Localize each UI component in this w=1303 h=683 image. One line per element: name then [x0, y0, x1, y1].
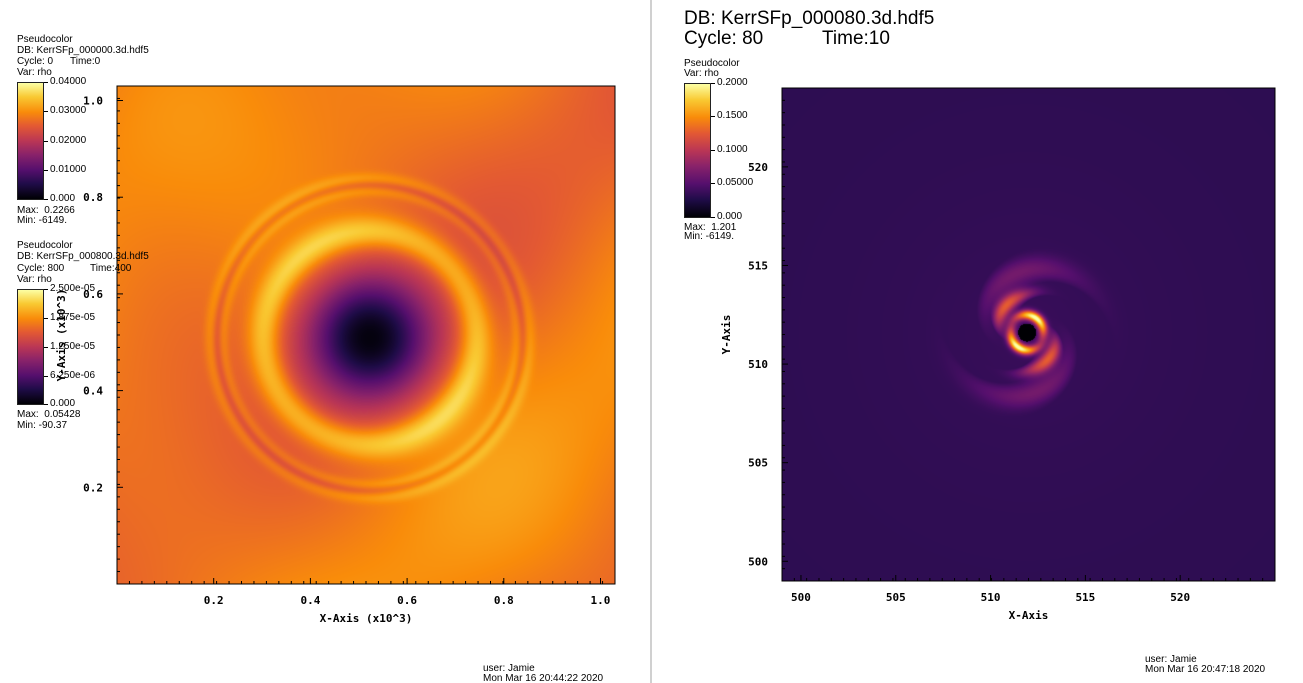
legend2-colorbar [17, 289, 44, 405]
y-tick-label: 0.2 [83, 481, 103, 494]
left-plot-axes: 0.2 0.4 0.6 0.8 1.0 0.2 0.4 0.6 0.8 1.0 X-Axis (x1… [55, 85, 616, 625]
x-axis-label: X-Axis [1009, 609, 1049, 622]
legend3-colorbar [684, 83, 711, 218]
legend1-var: Var: rho [17, 67, 52, 78]
x-tick-label: 0.8 [494, 594, 514, 607]
plot-frame [781, 87, 1276, 582]
y-tick-label: 1.0 [83, 95, 103, 108]
legend1-db: DB: KerrSFp_000000.3d.hdf5 [17, 45, 149, 56]
legend2-tick-label: 1.250e-05 [50, 341, 96, 352]
legend3-max: Max: 1.201 [684, 222, 737, 233]
y-tick-label: 0.6 [83, 288, 103, 301]
x-tick-label: 510 [981, 591, 1001, 604]
y-tick-label: 500 [748, 555, 768, 568]
user-annotation: user: Jamie [1145, 654, 1197, 665]
legend3-plot-type: Pseudocolor [684, 58, 740, 69]
x-tick-label: 500 [791, 591, 811, 604]
legend1-tick-label: 0.01000 [50, 164, 87, 175]
legend2-max: Max: 0.05428 [17, 409, 81, 420]
x-tick-label: 0.6 [397, 594, 417, 607]
legend3-min: Min: -6149. [684, 231, 735, 242]
legend3-var: Var: rho [684, 68, 719, 79]
legend1-max: Max: 0.2266 [17, 205, 75, 216]
legend1-time: Time:0 [70, 56, 101, 67]
legend2-db: DB: KerrSFp_000800.3d.hdf5 [17, 251, 149, 262]
legend2-var: Var: rho [17, 274, 52, 285]
y-axis-label: Y-Axis (x10^3) [55, 289, 68, 382]
heatmap-left [117, 86, 615, 584]
legend3-tick-label: 0.1000 [717, 144, 748, 155]
legend1-tick-label: 0.03000 [50, 105, 87, 116]
date-annotation: Mon Mar 16 20:47:18 2020 [1145, 664, 1266, 675]
legend2-tick-label: 2.500e-05 [50, 283, 96, 294]
y-tick-label: 0.8 [83, 191, 103, 204]
window-divider [650, 0, 652, 683]
legend2-time: Time:400 [90, 263, 132, 274]
y-tick-label: 515 [748, 259, 768, 272]
x-tick-label: 505 [886, 591, 906, 604]
legend2-tick-label: 0.000 [50, 398, 76, 409]
y-tick-label: 520 [748, 161, 768, 174]
legend1-plot-type: Pseudocolor [17, 34, 73, 45]
x-tick-label: 1.0 [591, 594, 611, 607]
legend2-tick-label: 6.250e-06 [50, 370, 96, 381]
cycle-title: Cycle: 80 [684, 28, 764, 49]
user-annotation: user: Jamie [483, 663, 535, 674]
legend3-tick-label: 0.1500 [717, 110, 748, 121]
right-plot-axes: 500 505 510 515 520 500 505 510 515 520 X-Axis Y-Ax… [720, 87, 1276, 622]
x-tick-label: 515 [1075, 591, 1095, 604]
date-annotation: Mon Mar 16 20:44:22 2020 [483, 673, 604, 683]
x-tick-label: 0.2 [204, 594, 224, 607]
database-title: DB: KerrSFp_000080.3d.hdf5 [684, 8, 935, 29]
time-title: Time:10 [822, 28, 890, 49]
legend1-tick-label: 0.000 [50, 193, 76, 204]
legend2-cycle: Cycle: 800 [17, 263, 65, 274]
right-visualization-window: DB: KerrSFp_000080.3d.hdf5 Cycle: 80 Tim… [652, 0, 1303, 683]
y-tick-label: 505 [748, 457, 768, 470]
plot-frame [116, 85, 616, 585]
legend1-tick-label: 0.04000 [50, 76, 87, 87]
x-tick-label: 520 [1170, 591, 1190, 604]
legend2-plot-type: Pseudocolor [17, 240, 73, 251]
legend2-tick-label: 1.875e-05 [50, 312, 96, 323]
legend1-tick-label: 0.02000 [50, 135, 87, 146]
y-tick-label: 510 [748, 358, 768, 371]
y-axis-label: Y-Axis [720, 315, 733, 355]
heatmap-right [782, 88, 1275, 581]
y-tick-label: 0.4 [83, 385, 103, 398]
legend1-min: Min: -6149. [17, 215, 68, 226]
legend1-cycle: Cycle: 0 [17, 56, 54, 67]
left-visualization-window: Pseudocolor DB: KerrSFp_000000.3d.hdf5 C… [0, 0, 650, 683]
legend3-tick-label: 0.05000 [717, 177, 754, 188]
legend2-min: Min: -90.37 [17, 420, 68, 431]
legend1-colorbar [17, 82, 44, 200]
x-tick-label: 0.4 [300, 594, 320, 607]
x-axis-label: X-Axis (x10^3) [320, 612, 413, 625]
legend3-tick-label: 0.2000 [717, 77, 748, 88]
legend3-tick-label: 0.000 [717, 211, 743, 222]
